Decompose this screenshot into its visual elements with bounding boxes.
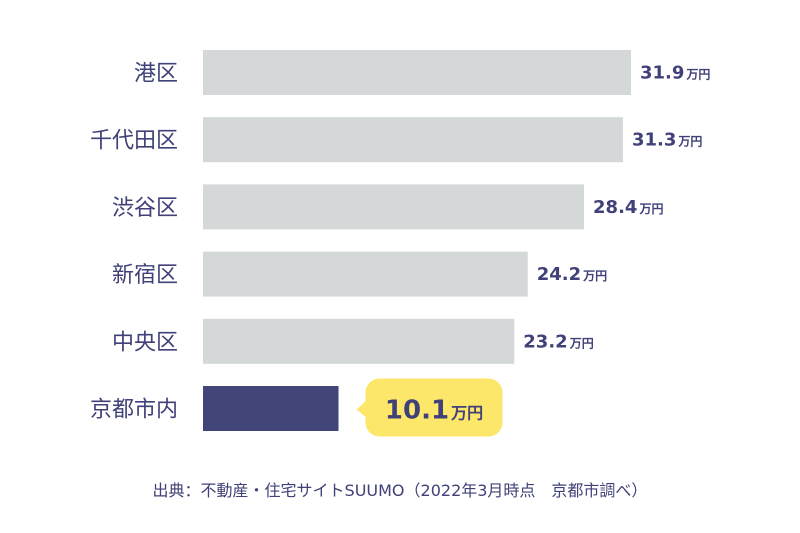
category-label-2: 渋谷区 xyxy=(112,196,178,221)
bar-0 xyxy=(203,50,631,95)
value-unit-4: 万円 xyxy=(569,336,594,350)
highlight-callout: 10.1 万円 xyxy=(356,378,503,437)
source-note: 出典：不動産・住宅サイトSUUMO（2022年3月時点 京都市調べ） xyxy=(152,481,648,500)
value-unit-2: 万円 xyxy=(638,202,663,216)
value-number-1: 31.3 xyxy=(632,130,676,151)
bar-2 xyxy=(203,184,585,230)
highlight-value-unit: 万円 xyxy=(450,404,483,423)
category-label-1: 千代田区 xyxy=(90,129,178,154)
value-unit-3: 万円 xyxy=(582,269,607,283)
value-label-1: 31.3 万円 xyxy=(632,130,702,151)
bar-1 xyxy=(203,117,623,163)
callout-bubble xyxy=(365,378,503,437)
value-number-3: 24.2 xyxy=(537,264,581,285)
value-label-3: 24.2 万円 xyxy=(537,264,607,285)
category-label-0: 港区 xyxy=(134,62,178,87)
value-number-2: 28.4 xyxy=(593,197,637,218)
value-unit-0: 万円 xyxy=(685,68,710,82)
bar-3 xyxy=(203,251,528,297)
callout-pointer xyxy=(356,399,368,419)
category-label-4: 中央区 xyxy=(112,330,178,355)
category-label-5: 京都市内 xyxy=(90,398,178,423)
value-label-5: 10.1 万円 xyxy=(385,396,483,426)
value-label-0: 31.9 万円 xyxy=(640,63,710,84)
value-label-4: 23.2 万円 xyxy=(523,331,593,352)
category-label-3: 新宿区 xyxy=(112,263,178,288)
value-number-4: 23.2 xyxy=(523,331,567,352)
value-number-0: 31.9 xyxy=(640,63,684,84)
highlight-value-number: 10.1 xyxy=(385,396,449,426)
value-label-2: 28.4 万円 xyxy=(593,197,663,218)
value-unit-1: 万円 xyxy=(677,135,702,149)
bars-layer xyxy=(203,50,631,431)
bar-4 xyxy=(203,318,515,364)
bar-5 xyxy=(203,386,339,431)
